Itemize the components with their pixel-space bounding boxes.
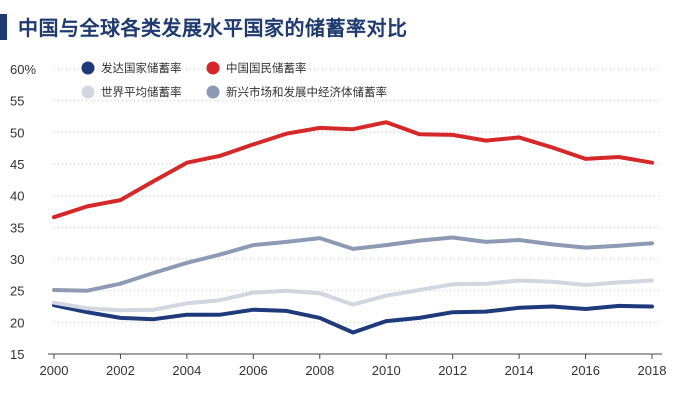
y-tick-label: 20 — [10, 315, 24, 330]
legend-label: 中国国民储蓄率 — [226, 61, 307, 75]
y-tick-label: 35 — [10, 220, 24, 235]
x-tick-label: 2014 — [505, 363, 534, 378]
legend-marker — [206, 85, 220, 99]
x-tick-label: 2004 — [172, 363, 201, 378]
x-tick-label: 2012 — [438, 363, 467, 378]
y-tick-label: 50 — [10, 125, 24, 140]
series-line — [52, 303, 654, 335]
series-line — [52, 278, 654, 313]
x-tick-label: 2010 — [372, 363, 401, 378]
legend-marker — [81, 61, 95, 75]
legend-label: 世界平均储蓄率 — [101, 85, 182, 99]
legend-marker — [81, 85, 95, 99]
series-line — [52, 235, 654, 293]
legend-label: 发达国家储蓄率 — [101, 61, 182, 75]
x-tick-label: 2000 — [40, 363, 69, 378]
title-accent-bar — [0, 14, 7, 40]
x-tick-label: 2016 — [571, 363, 600, 378]
y-tick-label: 60% — [10, 62, 36, 77]
x-tick-label: 2018 — [638, 363, 667, 378]
y-tick-label: 25 — [10, 284, 24, 299]
x-tick-label: 2006 — [239, 363, 268, 378]
x-tick-label: 2002 — [106, 363, 135, 378]
legend-marker — [206, 61, 220, 75]
chart-title: 中国与全球各类发展水平国家的储蓄率对比 — [18, 16, 408, 40]
y-tick-label: 40 — [10, 189, 24, 204]
y-tick-label: 15 — [10, 347, 24, 362]
y-tick-label: 55 — [10, 94, 24, 109]
y-tick-label: 45 — [10, 157, 24, 172]
series-line — [52, 120, 654, 220]
y-tick-label: 30 — [10, 252, 24, 267]
x-tick-label: 2008 — [305, 363, 334, 378]
legend-label: 新兴市场和发展中经济体储蓄率 — [226, 85, 387, 99]
